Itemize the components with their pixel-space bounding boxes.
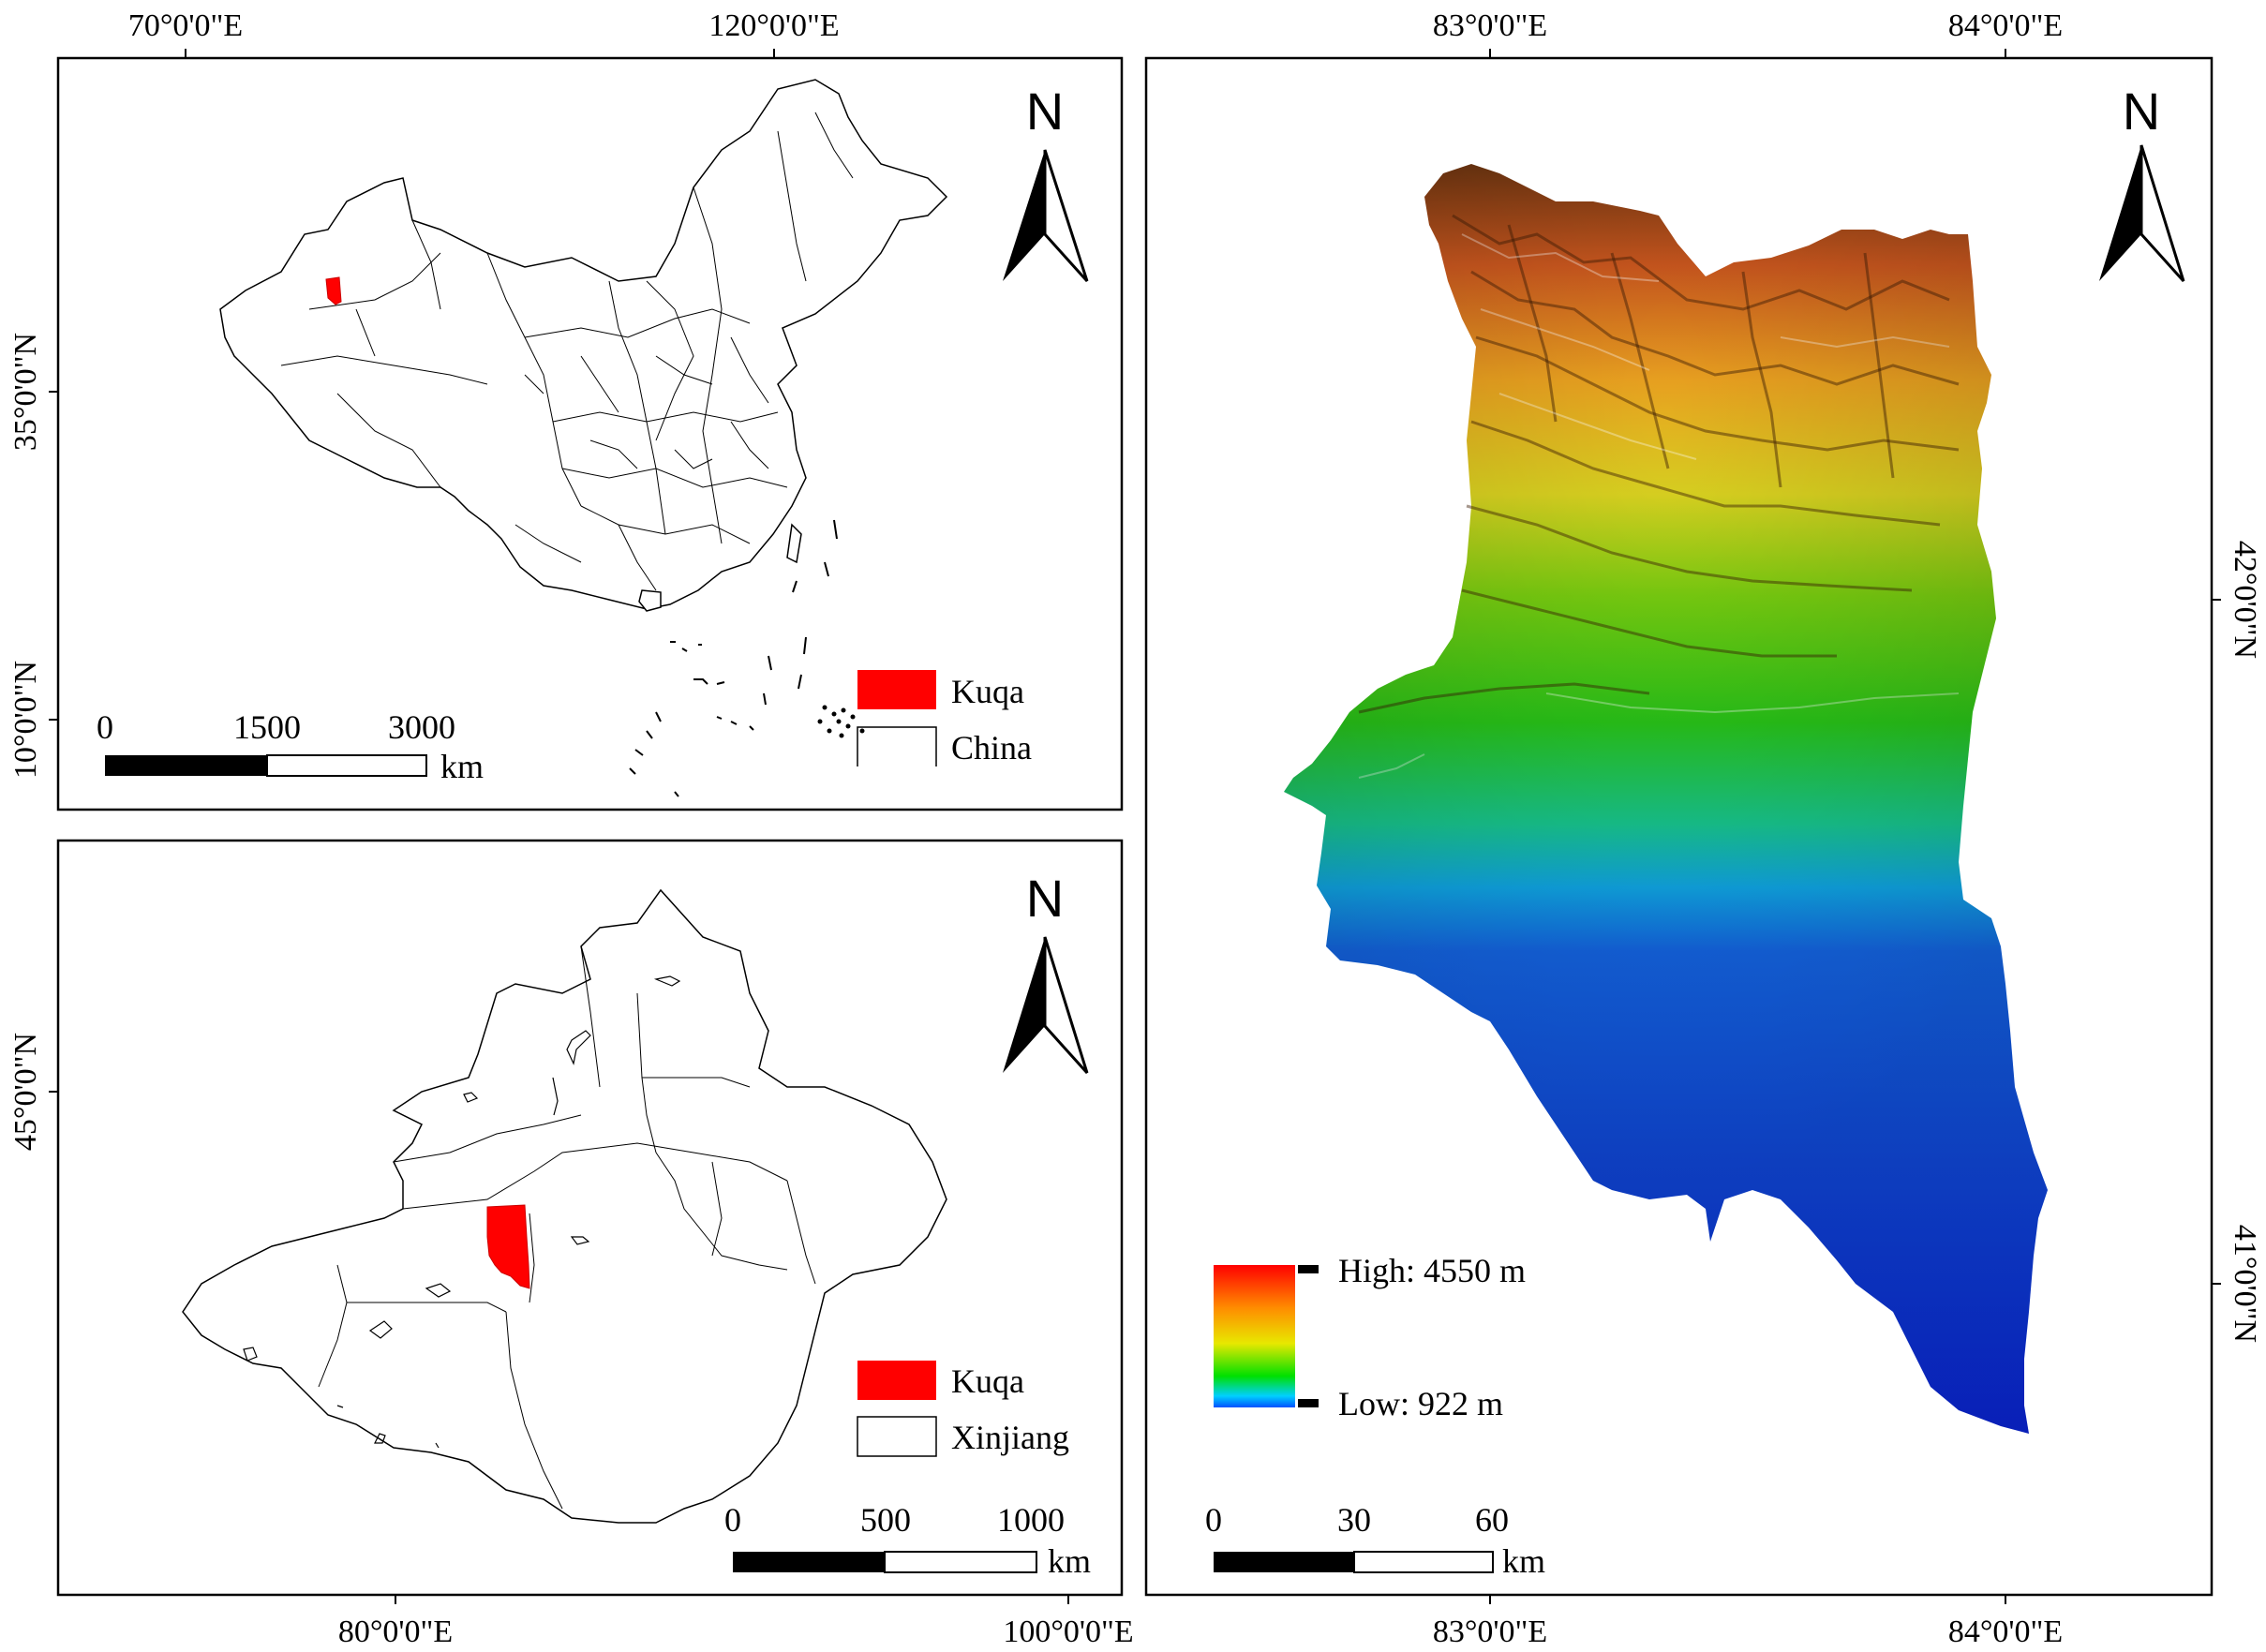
- svg-text:N: N: [1026, 82, 1064, 141]
- svg-text:0: 0: [724, 1501, 741, 1539]
- svg-text:km: km: [1502, 1542, 1545, 1580]
- elevation-low-label: Low: 922 m: [1338, 1385, 1503, 1422]
- svg-text:0: 0: [97, 708, 113, 746]
- spratly-dots: [817, 705, 865, 738]
- china-legend: Kuqa China: [857, 670, 1032, 766]
- south-china-sea-islands: [629, 519, 838, 797]
- xinjiang-outline: [182, 888, 947, 1524]
- kuqa-highlight-china: [325, 276, 342, 305]
- north-arrow-xinjiang: N: [1003, 869, 1089, 1075]
- legend-swatch-xinjiang: [857, 1416, 937, 1457]
- svg-text:km: km: [440, 748, 484, 785]
- kuqa-highlight-xinjiang: [486, 1204, 530, 1289]
- legend-swatch-china: [857, 726, 937, 766]
- legend-swatch-kuqa: [857, 670, 936, 709]
- coord-120E: 120°0'0"E: [708, 8, 839, 43]
- scale-bar-kuqa: 0 30 60 km: [1205, 1501, 1545, 1580]
- coord-35N: 35°0'0"N: [8, 333, 43, 451]
- china-internal-boundaries: [280, 112, 854, 591]
- coord-70E: 70°0'0"E: [128, 8, 243, 43]
- svg-text:0: 0: [1205, 1501, 1222, 1539]
- coord-80E: 80°0'0"E: [338, 1615, 453, 1649]
- coord-10N: 10°0'0"N: [8, 661, 43, 779]
- coord-45N: 45°0'0"N: [8, 1033, 43, 1151]
- legend-label-kuqa: Kuqa: [951, 1362, 1024, 1400]
- svg-text:N: N: [2123, 82, 2160, 141]
- scale-bar-xinjiang: 0 500 1000 km: [724, 1501, 1091, 1580]
- coord-84E-top: 84°0'0"E: [1948, 8, 2063, 43]
- legend-label-xinjiang: Xinjiang: [951, 1419, 1069, 1456]
- legend-label-china: China: [951, 729, 1032, 766]
- legend-label-kuqa: Kuqa: [951, 673, 1024, 710]
- north-arrow-china: N: [1003, 82, 1089, 283]
- svg-text:1500: 1500: [233, 708, 301, 746]
- xinjiang-lakes: [243, 975, 681, 1449]
- svg-text:30: 30: [1337, 1501, 1371, 1539]
- elevation-legend: High: 4550 m Low: 922 m: [1214, 1252, 1526, 1422]
- north-arrow-kuqa: N: [2099, 82, 2185, 283]
- coord-84E-bottom: 84°0'0"E: [1948, 1615, 2063, 1649]
- xinjiang-internal-boundaries: [318, 945, 816, 1510]
- svg-text:1000: 1000: [997, 1501, 1065, 1539]
- coord-41N: 41°0'0"N: [2228, 1225, 2262, 1343]
- svg-text:500: 500: [860, 1501, 911, 1539]
- svg-text:N: N: [1026, 869, 1064, 928]
- coord-100E: 100°0'0"E: [1003, 1615, 1133, 1649]
- scale-bar-china: 0 1500 3000 km: [97, 708, 484, 785]
- elevation-high-label: High: 4550 m: [1338, 1252, 1526, 1289]
- coord-83E-bottom: 83°0'0"E: [1433, 1615, 1547, 1649]
- coord-42N: 42°0'0"N: [2228, 541, 2262, 659]
- china-outline: [219, 79, 948, 610]
- xinjiang-legend: Kuqa Xinjiang: [857, 1361, 1069, 1457]
- china-panel: 70°0'0"E 120°0'0"E 35°0'0"N 10°0'0"N: [8, 8, 1124, 811]
- xinjiang-panel: 80°0'0"E 100°0'0"E 45°0'0"N: [8, 839, 1134, 1649]
- elevation-color-ramp: [1214, 1265, 1295, 1407]
- svg-text:60: 60: [1475, 1501, 1509, 1539]
- svg-text:km: km: [1048, 1542, 1091, 1580]
- kuqa-dem-panel: 83°0'0"E 84°0'0"E 83°0'0"E 84°0'0"E 42°0…: [1144, 8, 2262, 1649]
- svg-text:3000: 3000: [388, 708, 455, 746]
- coord-83E-top: 83°0'0"E: [1433, 8, 1547, 43]
- legend-swatch-kuqa: [857, 1361, 936, 1400]
